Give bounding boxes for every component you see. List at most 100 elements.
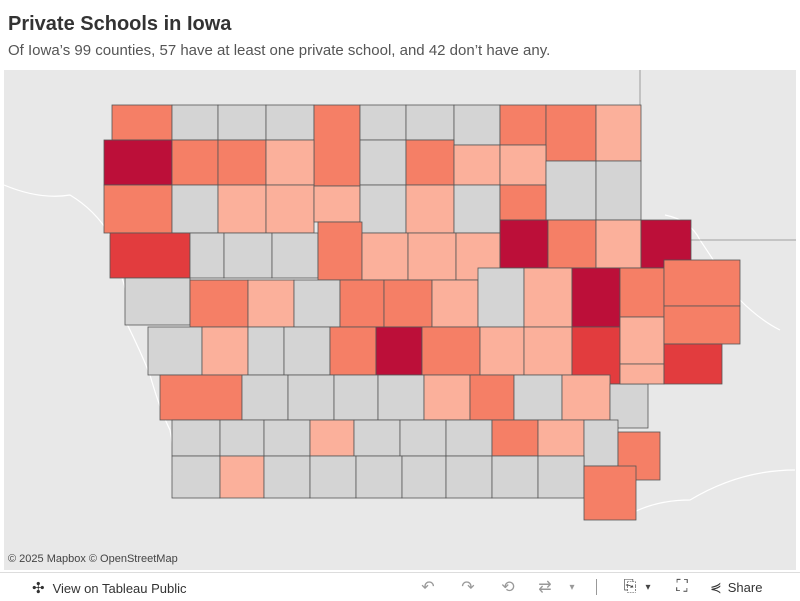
county-13[interactable] [171, 139, 219, 186]
county-20[interactable] [545, 160, 597, 221]
county-49[interactable] [431, 279, 479, 328]
county-35[interactable] [317, 221, 363, 281]
county-78[interactable] [663, 343, 723, 385]
county-90[interactable] [171, 455, 221, 499]
county-26[interactable] [313, 185, 361, 223]
county-46[interactable] [293, 279, 341, 328]
county-98[interactable] [537, 455, 585, 499]
county-47[interactable] [339, 279, 385, 328]
county-95[interactable] [401, 455, 447, 499]
map-attribution[interactable]: © 2025 Mapbox © OpenStreetMap [8, 553, 178, 565]
county-9[interactable] [499, 104, 547, 146]
county-34[interactable] [271, 232, 319, 279]
download-chevron-icon[interactable]: ▾ [645, 581, 651, 593]
county-94[interactable] [355, 455, 403, 499]
county-5[interactable] [313, 104, 361, 187]
county-84[interactable] [399, 419, 447, 457]
county-14[interactable] [217, 139, 267, 186]
county-77[interactable] [619, 363, 665, 385]
county-52[interactable] [571, 267, 621, 328]
county-21[interactable] [595, 160, 642, 221]
county-23[interactable] [171, 184, 219, 234]
county-1[interactable] [111, 104, 173, 141]
county-62[interactable] [479, 326, 525, 376]
county-32[interactable] [189, 232, 225, 279]
county-54[interactable] [663, 259, 741, 307]
county-72[interactable] [423, 374, 471, 421]
map-canvas[interactable] [4, 70, 796, 570]
county-88[interactable] [583, 419, 619, 467]
county-93[interactable] [309, 455, 357, 499]
county-40[interactable] [547, 219, 597, 269]
county-96[interactable] [445, 455, 493, 499]
county-61[interactable] [421, 326, 481, 376]
county-7[interactable] [405, 104, 455, 141]
county-8[interactable] [453, 104, 501, 146]
share-button[interactable]: ⋞ Share [710, 579, 762, 596]
county-70[interactable] [333, 374, 379, 421]
county-86[interactable] [491, 419, 539, 457]
fullscreen-icon[interactable]: ⛶ [676, 578, 688, 595]
chevron-down-icon[interactable]: ▾ [569, 581, 575, 593]
county-25[interactable] [265, 184, 315, 234]
county-64[interactable] [571, 326, 621, 385]
county-28[interactable] [405, 184, 455, 234]
county-29[interactable] [453, 184, 501, 234]
county-24[interactable] [217, 184, 267, 234]
county-68[interactable] [241, 374, 289, 421]
county-10[interactable] [545, 104, 597, 162]
county-44[interactable] [189, 279, 249, 328]
undo-icon[interactable]: ↶ [421, 579, 435, 596]
county-69[interactable] [287, 374, 335, 421]
county-2[interactable] [171, 104, 219, 141]
county-75[interactable] [561, 374, 611, 421]
county-87[interactable] [537, 419, 585, 457]
county-56[interactable] [201, 326, 249, 376]
county-16[interactable] [359, 139, 407, 186]
county-97[interactable] [491, 455, 539, 499]
iowa-county-map[interactable] [4, 70, 796, 570]
county-18[interactable] [453, 144, 501, 186]
download-icon[interactable]: ⎘ [623, 578, 637, 595]
county-65[interactable] [619, 316, 665, 365]
county-31[interactable] [109, 232, 191, 279]
county-55[interactable] [147, 326, 203, 376]
county-43[interactable] [124, 277, 191, 326]
county-66[interactable] [663, 305, 741, 345]
county-57[interactable] [247, 326, 285, 376]
county-15[interactable] [265, 139, 315, 186]
county-74[interactable] [513, 374, 563, 421]
county-63[interactable] [523, 326, 573, 376]
county-33[interactable] [223, 232, 273, 279]
county-60[interactable] [375, 326, 423, 376]
county-59[interactable] [329, 326, 377, 376]
county-82[interactable] [309, 419, 355, 457]
county-71[interactable] [377, 374, 425, 421]
county-81[interactable] [263, 419, 311, 457]
county-11[interactable] [595, 104, 642, 162]
county-53[interactable] [619, 267, 665, 318]
county-91[interactable] [219, 455, 265, 499]
county-83[interactable] [353, 419, 401, 457]
county-12[interactable] [103, 139, 173, 186]
county-79[interactable] [171, 419, 221, 457]
county-51[interactable] [523, 267, 573, 328]
county-3[interactable] [217, 104, 267, 141]
county-73[interactable] [469, 374, 515, 421]
county-58[interactable] [283, 326, 331, 376]
county-48[interactable] [383, 279, 433, 328]
county-22[interactable] [103, 184, 173, 234]
county-85[interactable] [445, 419, 493, 457]
county-17[interactable] [405, 139, 455, 186]
county-45[interactable] [247, 279, 295, 328]
county-67[interactable] [159, 374, 243, 421]
county-99[interactable] [583, 465, 637, 521]
revert-icon[interactable]: ⟲ [501, 579, 515, 596]
county-36[interactable] [361, 232, 409, 281]
county-80[interactable] [219, 419, 265, 457]
county-4[interactable] [265, 104, 315, 141]
county-6[interactable] [359, 104, 407, 141]
county-41[interactable] [595, 219, 642, 269]
county-37[interactable] [407, 232, 457, 281]
view-on-tableau-link[interactable]: ✣ View on Tableau Public [32, 579, 187, 597]
